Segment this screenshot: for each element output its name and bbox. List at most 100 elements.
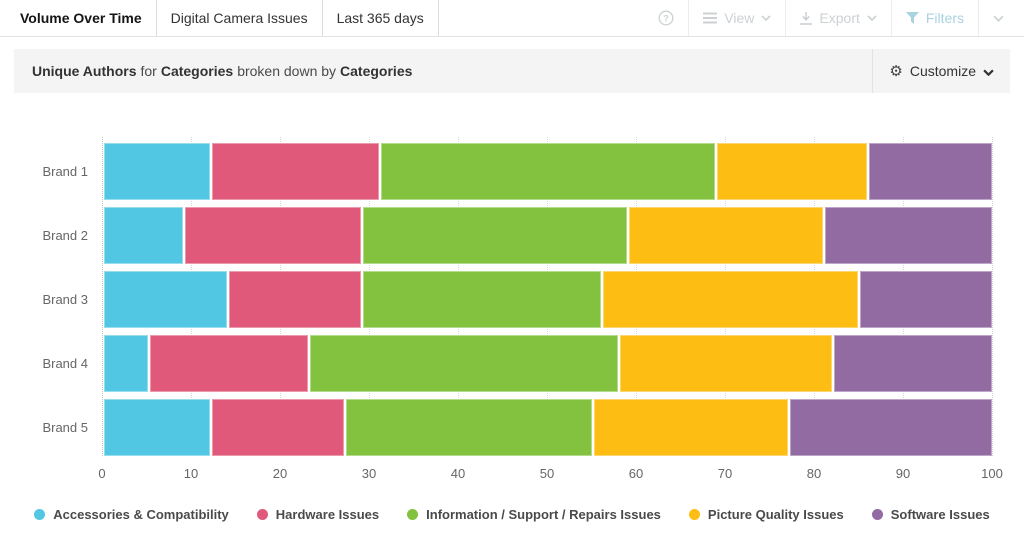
bar-segment-brand-4-information-support-repairs-issues[interactable] <box>310 335 619 392</box>
bar-row-brand-2: Brand 2 <box>42 207 992 264</box>
legend-item-picture-quality-issues[interactable]: Picture Quality Issues <box>688 507 844 522</box>
bar-segment-brand-1-software-issues[interactable] <box>868 143 992 200</box>
customize-button-label: Customize <box>909 63 976 79</box>
x-axis-tick-label-50: 50 <box>539 466 555 481</box>
bar-segment-brand-1-picture-quality-issues[interactable] <box>717 143 867 200</box>
bar-segment-brand-4-software-issues[interactable] <box>833 335 993 392</box>
legend-item-accessories-compatibility[interactable]: Accessories & Compatibility <box>34 507 229 522</box>
bar-track-brand-1 <box>104 143 992 200</box>
x-axis-tick-label-60: 60 <box>628 466 644 481</box>
y-axis-label-brand-2: Brand 2 <box>42 228 88 243</box>
legend-label-accessories-compatibility: Accessories & Compatibility <box>53 507 229 522</box>
bar-track-brand-3 <box>104 271 992 328</box>
bar-row-brand-5: Brand 5 <box>42 399 992 456</box>
toolbar-tab-volume-over-time[interactable]: Volume Over Time <box>20 0 157 36</box>
bar-segment-brand-4-hardware-issues[interactable] <box>150 335 309 392</box>
bar-segment-brand-5-accessories-compatibility[interactable] <box>104 399 210 456</box>
view-button[interactable]: View <box>688 0 785 36</box>
toolbar: Volume Over Time Digital Camera Issues Las… <box>0 0 1024 37</box>
chevron-down-icon <box>993 15 1004 22</box>
export-button-label: Export <box>819 10 860 26</box>
x-axis-tick-label-90: 90 <box>895 466 911 481</box>
chevron-down-icon <box>761 15 771 21</box>
breakdown-name: Categories <box>340 63 413 79</box>
bar-segment-brand-2-picture-quality-issues[interactable] <box>629 207 823 264</box>
query-connector: broken down by <box>237 63 337 79</box>
legend-label-software-issues: Software Issues <box>890 507 990 522</box>
bar-segment-brand-2-accessories-compatibility[interactable] <box>104 207 184 264</box>
bar-segment-brand-1-accessories-compatibility[interactable] <box>104 143 210 200</box>
metric-name: Unique Authors <box>32 63 137 79</box>
x-axis-tick-label-0: 0 <box>98 466 106 481</box>
query-connector: for <box>140 63 157 79</box>
view-button-label: View <box>724 10 755 26</box>
bar-track-brand-2 <box>104 207 992 264</box>
legend: Accessories & Compatibility Hardware Issu… <box>0 507 1024 522</box>
x-axis-tick-label-10: 10 <box>183 466 199 481</box>
help-button[interactable]: ? <box>644 0 688 36</box>
bar-segment-brand-4-accessories-compatibility[interactable] <box>104 335 148 392</box>
bar-segment-brand-2-hardware-issues[interactable] <box>185 207 362 264</box>
bar-segment-brand-4-picture-quality-issues[interactable] <box>620 335 832 392</box>
bar-segment-brand-2-information-support-repairs-issues[interactable] <box>363 207 628 264</box>
bar-row-brand-4: Brand 4 <box>42 335 993 392</box>
chart-description-bar: Unique Authors for Categories broken dow… <box>14 49 1010 93</box>
y-axis-line <box>102 137 103 456</box>
bar-segment-brand-2-software-issues[interactable] <box>824 207 992 264</box>
legend-swatch-accessories-compatibility <box>34 509 46 520</box>
bar-row-brand-1: Brand 1 <box>42 143 992 200</box>
bar-segment-brand-5-picture-quality-issues[interactable] <box>594 399 788 456</box>
legend-swatch-hardware-issues <box>256 509 268 520</box>
bar-segment-brand-1-information-support-repairs-issues[interactable] <box>380 143 716 200</box>
legend-label-information-support-repairs-issues: Information / Support / Repairs Issues <box>426 507 661 522</box>
x-axis-tick-label-80: 80 <box>806 466 822 481</box>
question-circle-icon: ? <box>658 10 674 26</box>
gear-icon: ⚙ <box>889 62 903 80</box>
x-axis-tick-label-20: 20 <box>272 466 288 481</box>
funnel-icon <box>905 12 919 24</box>
legend-swatch-picture-quality-issues <box>688 509 700 520</box>
download-icon <box>800 11 813 25</box>
x-axis-tick-label-40: 40 <box>450 466 466 481</box>
bar-segment-brand-1-hardware-issues[interactable] <box>211 143 379 200</box>
collapse-chart-button[interactable] <box>978 0 1018 36</box>
bar-segment-brand-3-accessories-compatibility[interactable] <box>104 271 228 328</box>
y-axis-label-brand-4: Brand 4 <box>42 356 88 371</box>
bar-segment-brand-5-hardware-issues[interactable] <box>211 399 344 456</box>
toolbar-controls: ? View Export Filters <box>644 0 1018 36</box>
y-axis-label-brand-3: Brand 3 <box>42 292 88 307</box>
bar-row-brand-3: Brand 3 <box>42 271 992 328</box>
legend-swatch-software-issues <box>871 509 883 520</box>
customize-button[interactable]: ⚙ Customize <box>872 49 1010 93</box>
bar-segment-brand-5-information-support-repairs-issues[interactable] <box>345 399 592 456</box>
bar-rows: Brand 1 Brand 2 Brand 3 Brand 4 Brand 5 <box>42 143 993 456</box>
gridline <box>992 137 993 456</box>
stacked-bar-chart: Brand 1 Brand 2 Brand 3 Brand 4 Brand 5 0 10 2… <box>0 137 1024 522</box>
chevron-down-icon <box>983 63 994 79</box>
svg-text:?: ? <box>664 13 670 23</box>
bar-segment-brand-3-hardware-issues[interactable] <box>229 271 362 328</box>
plot-area: Brand 1 Brand 2 Brand 3 Brand 4 Brand 5 <box>42 137 993 456</box>
export-button[interactable]: Export <box>785 0 890 36</box>
bar-segment-brand-3-software-issues[interactable] <box>860 271 992 328</box>
x-axis-tick-label-30: 30 <box>361 466 377 481</box>
legend-item-software-issues[interactable]: Software Issues <box>871 507 990 522</box>
legend-item-hardware-issues[interactable]: Hardware Issues <box>256 507 379 522</box>
filters-button-label: Filters <box>925 10 964 26</box>
bar-track-brand-5 <box>104 399 992 456</box>
bar-segment-brand-5-software-issues[interactable] <box>789 399 992 456</box>
legend-label-picture-quality-issues: Picture Quality Issues <box>707 507 844 522</box>
bar-segment-brand-3-picture-quality-issues[interactable] <box>602 271 858 328</box>
filters-button[interactable]: Filters <box>890 0 978 36</box>
legend-swatch-information-support-repairs-issues <box>407 509 419 520</box>
toolbar-tab-last-365-days[interactable]: Last 365 days <box>323 0 439 36</box>
bar-segment-brand-3-information-support-repairs-issues[interactable] <box>363 271 601 328</box>
x-axis-tick-label-100: 100 <box>981 466 1003 481</box>
y-axis-label-brand-5: Brand 5 <box>42 420 88 435</box>
y-axis-label-brand-1: Brand 1 <box>42 164 88 179</box>
legend-item-information-support-repairs-issues[interactable]: Information / Support / Repairs Issues <box>407 507 661 522</box>
bar-track-brand-4 <box>104 335 993 392</box>
chart-query-summary: Unique Authors for Categories broken dow… <box>14 49 416 93</box>
hamburger-icon <box>703 12 718 24</box>
toolbar-tab-digital-camera-issues[interactable]: Digital Camera Issues <box>157 0 323 36</box>
